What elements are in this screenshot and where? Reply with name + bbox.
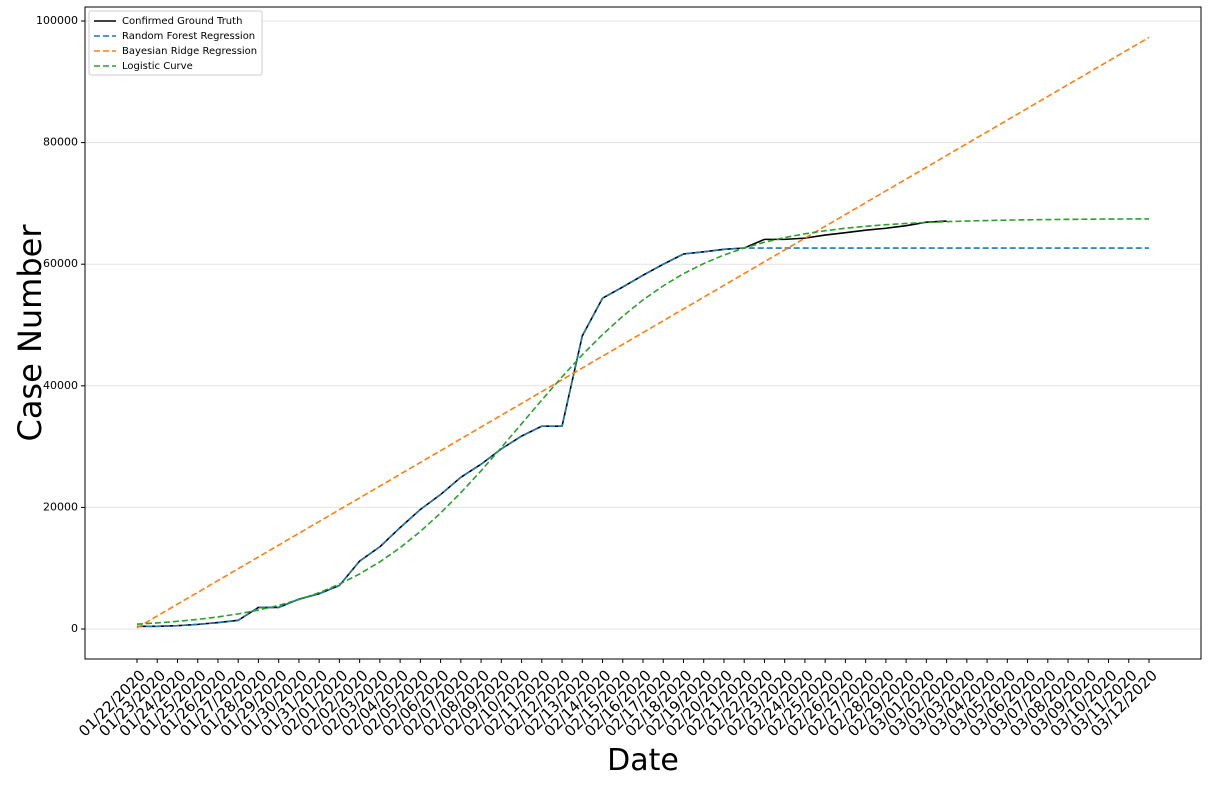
legend-box bbox=[88, 10, 263, 76]
y-tick-label: 60000 bbox=[43, 257, 78, 270]
plot-frame bbox=[84, 6, 1202, 660]
y-tick-label: 100000 bbox=[36, 14, 78, 27]
line-series bbox=[136, 36, 1150, 629]
y-tick-label: 20000 bbox=[43, 500, 78, 513]
y-axis-label: Case Number bbox=[11, 224, 49, 442]
y-tick-label: 40000 bbox=[43, 379, 78, 392]
legend-label: Confirmed Ground Truth bbox=[122, 16, 242, 27]
y-tick-label: 0 bbox=[71, 622, 78, 635]
line-series bbox=[136, 218, 1150, 625]
y-tick-label: 80000 bbox=[43, 136, 78, 149]
legend: Confirmed Ground Truth Random Forest Regr… bbox=[88, 10, 263, 76]
legend-label: Logistic Curve bbox=[122, 61, 193, 72]
legend-label: Random Forest Regression bbox=[122, 31, 255, 42]
legend-label: Bayesian Ridge Regression bbox=[122, 46, 257, 57]
x-axis-label: Date bbox=[607, 743, 679, 778]
